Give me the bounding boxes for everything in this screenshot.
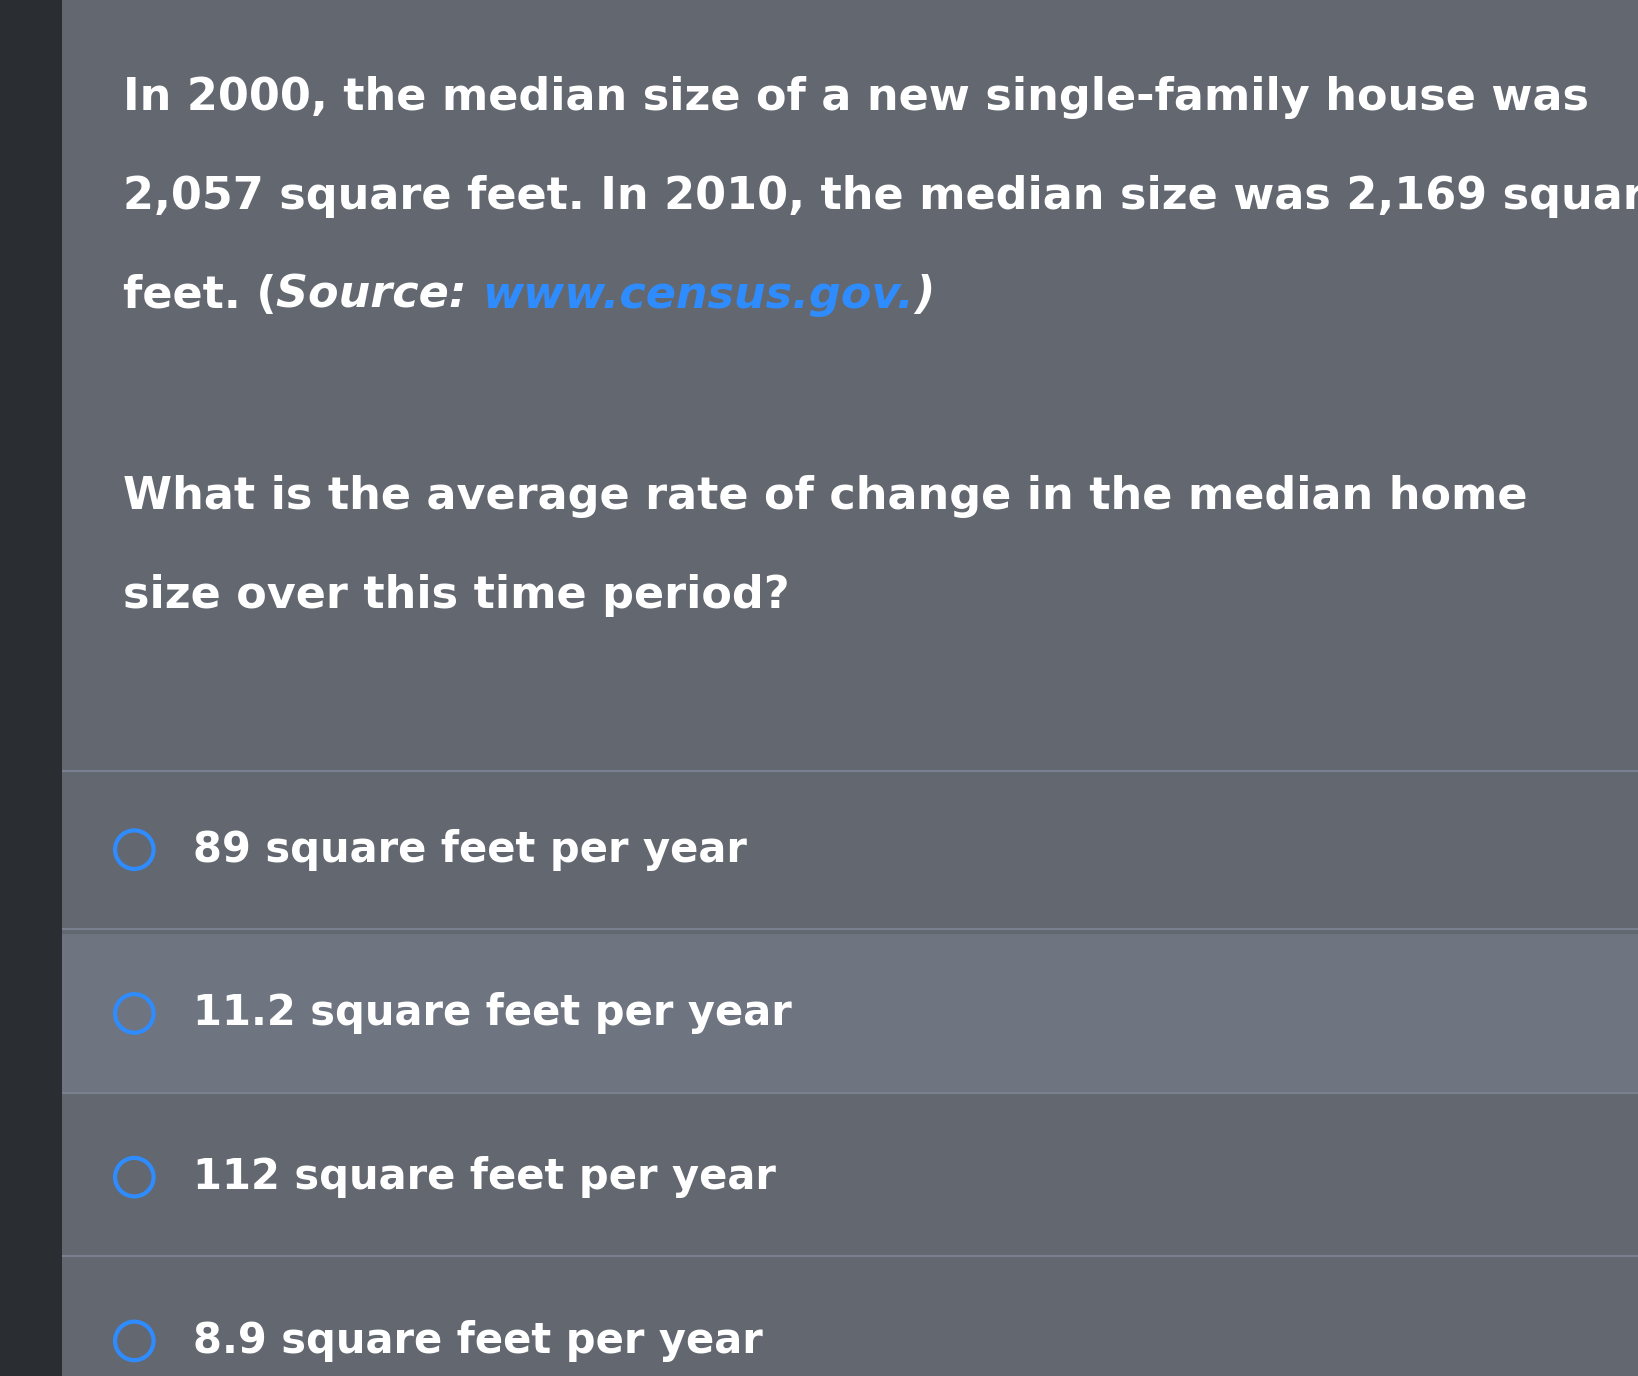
Text: size over this time period?: size over this time period? [123,574,790,616]
Text: In 2000, the median size of a new single-family house was: In 2000, the median size of a new single… [123,76,1589,118]
Text: feet. (: feet. ( [123,274,277,316]
Text: 2,057 square feet. In 2010, the median size was 2,169 square: 2,057 square feet. In 2010, the median s… [123,175,1638,217]
Text: Source:: Source: [277,274,483,316]
FancyBboxPatch shape [0,0,62,1376]
Text: 112 square feet per year: 112 square feet per year [193,1156,776,1198]
FancyBboxPatch shape [62,1262,1638,1376]
Text: 11.2 square feet per year: 11.2 square feet per year [193,992,793,1035]
Text: ): ) [914,274,935,316]
Text: 89 square feet per year: 89 square feet per year [193,828,747,871]
Text: 8.9 square feet per year: 8.9 square feet per year [193,1320,763,1362]
FancyBboxPatch shape [62,934,1638,1093]
Text: What is the average rate of change in the median home: What is the average rate of change in th… [123,475,1527,517]
Text: www.census.gov.: www.census.gov. [483,274,914,316]
FancyBboxPatch shape [62,771,1638,929]
FancyBboxPatch shape [62,1098,1638,1256]
